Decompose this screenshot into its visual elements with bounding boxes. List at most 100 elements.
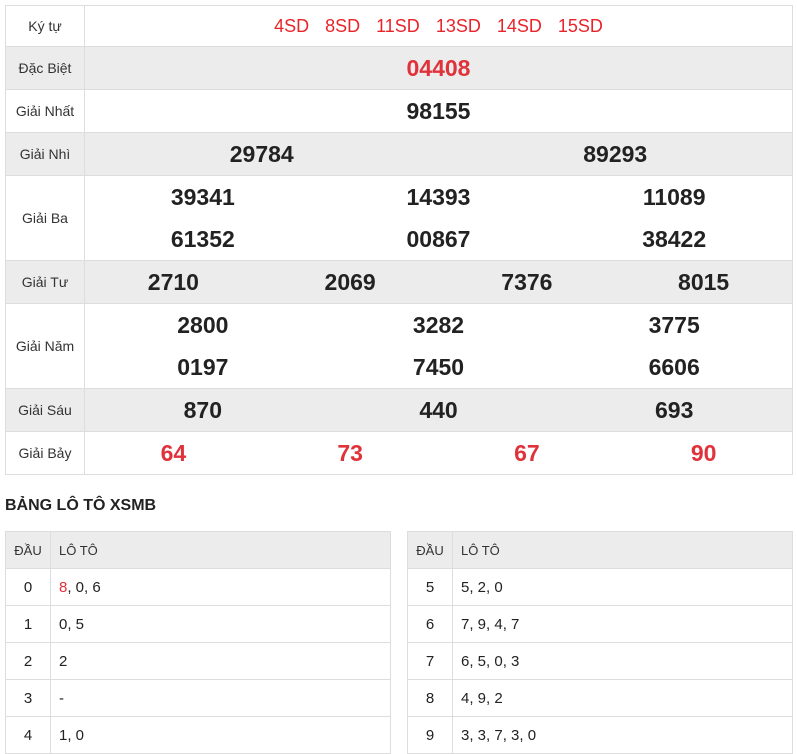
number: 11089 [642,184,706,210]
loto-row: 1 0, 5 [5,605,391,643]
loto-first: 5 [461,578,470,596]
number: 14393 [406,184,471,210]
loto-values: 6, 5, 0, 3 [452,642,793,680]
loto-values: 0, 5 [50,605,391,643]
dau: 0 [5,568,51,606]
loto-row: 0 8, 0, 6 [5,568,391,606]
number: 870 [183,397,223,423]
dau: 1 [5,605,51,643]
special-number: 04408 [406,55,471,81]
code: 4SD [274,15,310,36]
loto-rest: , 5, 0, 3 [469,652,520,670]
loto-rest: , 2, 0 [469,578,503,596]
loto-rest: , 3, 7, 3, 0 [469,726,537,744]
loto-table-left: ĐẦU LÔ TÔ 0 8, 0, 6 1 0, 5 2 2 3-4 1, 0 [5,531,391,754]
row-giai-sau: Giải Sáu 870 440 693 [5,388,793,432]
loto-first: 2 [59,652,68,670]
label: Giải Nhất [5,89,85,133]
number: 2069 [324,269,376,295]
loto-rest: , 0 [67,726,85,744]
code: 14SD [496,15,542,36]
dau: 7 [407,642,453,680]
loto-first: 0 [59,615,68,633]
number: 3775 [648,312,700,338]
label: Giải Sáu [5,388,85,432]
dau: 5 [407,568,453,606]
number: 7376 [501,269,553,295]
loto-rest: , 0, 6 [67,578,101,596]
row-giai-nhi: Giải Nhì 29784 89293 [5,132,793,176]
label: Giải Nhì [5,132,85,176]
loto-header: ĐẦU LÔ TÔ [5,531,391,569]
number: 7450 [412,354,465,380]
loto-values: 2 [50,642,391,680]
values-col: LÔ TÔ [452,531,793,569]
code: 11SD [376,15,420,36]
loto-first: 3 [461,726,470,744]
loto-values: 7, 9, 4, 7 [452,605,793,643]
loto-rest: , 5 [67,615,85,633]
loto-values: 1, 0 [50,716,391,754]
loto-row: 8 4, 9, 2 [407,679,793,717]
number: 440 [419,397,458,423]
row-ky-tu: Ký tự 4SD 8SD 11SD 13SD 14SD 15SD [5,5,793,47]
row-giai-nhat: Giải Nhất 98155 [5,89,793,133]
label: Đặc Biệt [5,46,85,90]
loto-row: 3- [5,679,391,717]
label: Giải Năm [5,303,85,389]
values-col: LÔ TÔ [50,531,391,569]
number: 2800 [177,312,229,338]
number: 6606 [648,354,700,380]
loto-rest: , 9, 4, 7 [469,615,520,633]
loto-row: 5 5, 2, 0 [407,568,793,606]
row-giai-tu: Giải Tư 2710 2069 7376 8015 [5,260,793,304]
number: 00867 [406,226,471,252]
dau: 4 [5,716,51,754]
number: 64 [160,440,187,466]
loto-first: 6 [461,652,470,670]
number: 8015 [678,269,730,295]
row-dac-biet: Đặc Biệt 04408 [5,46,793,90]
head-col: ĐẦU [407,531,453,569]
dau: 6 [407,605,453,643]
dau: 2 [5,642,51,680]
number: 39341 [170,184,235,210]
loto-values: - [50,679,391,717]
loto-row: 9 3, 3, 7, 3, 0 [407,716,793,754]
number: 693 [654,397,694,423]
number: 61352 [170,226,235,252]
number: 90 [690,440,717,466]
label: Giải Tư [5,260,85,304]
loto-first: 8 [59,578,68,596]
results-table: Ký tự 4SD 8SD 11SD 13SD 14SD 15SD Đặc Biệt 044… [5,5,793,475]
loto-values: 4, 9, 2 [452,679,793,717]
label: Giải Ba [5,175,85,261]
loto-row: 6 7, 9, 4, 7 [407,605,793,643]
label: Giải Bảy [5,431,85,475]
loto-values: 3, 3, 7, 3, 0 [452,716,793,754]
number: 89293 [583,141,648,167]
loto-header: ĐẦU LÔ TÔ [407,531,793,569]
row-giai-nam: Giải Năm 2800 3282 3775 0197 7450 6606 [5,303,793,389]
number: 67 [514,440,540,466]
number: 38422 [642,226,707,252]
number: 3282 [412,312,465,338]
row-giai-ba: Giải Ba 39341 14393 11089 61352 00867 38422 [5,175,793,261]
code: 13SD [435,15,481,36]
number: 98155 [406,98,471,124]
number: 73 [337,440,363,466]
loto-values: 5, 2, 0 [452,568,793,606]
loto-rest: , 9, 2 [469,689,503,707]
code: 8SD [325,15,361,36]
loto-row: 4 1, 0 [5,716,391,754]
codes: 4SD 8SD 11SD 13SD 14SD 15SD [85,16,792,37]
loto-first: - [59,689,64,707]
loto-first: 7 [461,615,470,633]
row-giai-bay: Giải Bảy 64 73 67 90 [5,431,793,475]
number: 29784 [229,141,294,167]
loto-first: 4 [461,689,470,707]
loto-row: 7 6, 5, 0, 3 [407,642,793,680]
loto-values: 8, 0, 6 [50,568,391,606]
